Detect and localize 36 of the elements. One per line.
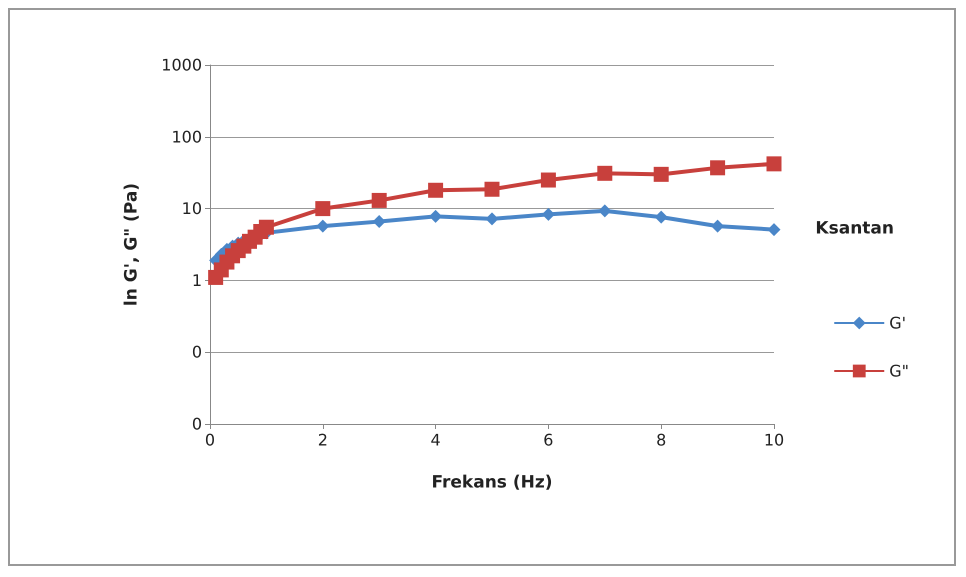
point: [597, 166, 612, 181]
y-tick-label: 0: [192, 342, 202, 362]
point: [710, 160, 726, 176]
y-axis-title: ln G', G" (Pa): [122, 182, 142, 306]
x-tick-label: 4: [430, 430, 441, 450]
y-tick-label: 1: [192, 270, 202, 290]
point: [654, 166, 669, 182]
x-tick-label: 0: [204, 430, 216, 450]
point: [316, 220, 330, 233]
point: [372, 192, 387, 208]
y-tick-label: 1000: [161, 56, 202, 74]
legend-label: G': [889, 314, 906, 332]
point: [711, 220, 724, 233]
x-axis-title: Frekans (Hz): [431, 472, 553, 492]
point: [258, 220, 274, 235]
x-tick-label: 8: [656, 430, 666, 450]
point: [766, 156, 782, 172]
point: [654, 210, 668, 224]
y-tick-label: 0: [192, 414, 202, 434]
point: [540, 172, 556, 188]
point: [315, 201, 330, 216]
point: [372, 215, 386, 228]
x-tick-label: 10: [764, 430, 784, 450]
point: [598, 204, 612, 218]
point: [542, 208, 555, 221]
x-tick-label: 2: [318, 430, 328, 450]
point: [486, 212, 498, 226]
y-tick-label: 100: [171, 127, 202, 146]
y-tick-label: 10: [182, 199, 202, 218]
x-tick-label: 6: [543, 430, 554, 450]
point: [768, 223, 780, 236]
legend-title: Ksantan: [815, 218, 894, 238]
legend-label: G": [889, 362, 910, 380]
point: [429, 210, 442, 223]
point: [428, 182, 444, 198]
point: [484, 182, 500, 197]
